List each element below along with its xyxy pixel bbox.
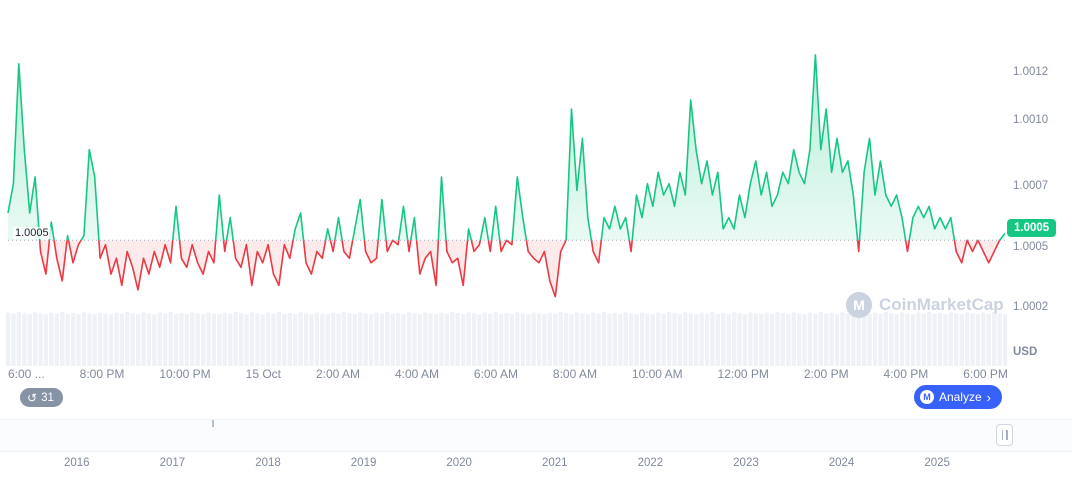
grip-line bbox=[1001, 430, 1003, 440]
y-axis-label: 1.0005 bbox=[1013, 241, 1049, 253]
year-label: 2024 bbox=[828, 457, 855, 469]
baseline-price-label: 1.0005 bbox=[13, 227, 51, 239]
time-label: 15 Oct bbox=[245, 367, 281, 381]
time-label: 6:00 ... bbox=[8, 367, 45, 381]
chevron-right-icon: › bbox=[986, 389, 991, 405]
svg-text:M: M bbox=[853, 297, 865, 313]
y-axis-label: 1.0012 bbox=[1013, 66, 1049, 78]
price-chart[interactable] bbox=[0, 0, 1072, 372]
analyze-label: Analyze bbox=[938, 390, 982, 404]
time-label: 6:00 AM bbox=[473, 367, 518, 381]
year-label: 2021 bbox=[541, 457, 568, 469]
history-count-badge[interactable]: ↺ 31 bbox=[20, 388, 63, 407]
y-axis-unit-label: USD bbox=[1013, 346, 1038, 358]
history-count: 31 bbox=[41, 391, 54, 404]
analyze-button[interactable]: M Analyze › bbox=[913, 385, 1002, 409]
time-label: 6:00 PM bbox=[963, 367, 1008, 381]
year-label: 2019 bbox=[350, 457, 377, 469]
year-axis: 2016 2017 2018 2019 2020 2021 2022 2023 … bbox=[64, 457, 950, 469]
y-axis-label: 1.0002 bbox=[1013, 301, 1049, 313]
y-axis-label: 1.0010 bbox=[1013, 114, 1049, 126]
y-axis-label: 1.0007 bbox=[1013, 180, 1049, 192]
grip-line bbox=[1006, 430, 1008, 440]
year-label: 2017 bbox=[159, 457, 186, 469]
watermark-text: CoinMarketCap bbox=[879, 295, 1004, 314]
time-label: 4:00 AM bbox=[394, 367, 439, 381]
time-label: 8:00 PM bbox=[79, 367, 125, 381]
cmc-logo-icon: M bbox=[919, 390, 934, 404]
year-label: 2023 bbox=[733, 457, 759, 469]
time-label: 2:00 AM bbox=[315, 367, 360, 381]
timeline-navigator[interactable] bbox=[0, 419, 1072, 452]
coinmarketcap-watermark: M CoinMarketCap bbox=[846, 292, 1004, 318]
current-price-badge: 1.0005 bbox=[1007, 219, 1057, 237]
navigator-tick bbox=[212, 420, 214, 427]
time-label: 4:00 PM bbox=[883, 367, 929, 381]
year-label: 2018 bbox=[255, 457, 281, 469]
time-label: 8:00 AM bbox=[552, 367, 597, 381]
coinmarketcap-logo-icon: M bbox=[846, 292, 872, 318]
time-label: 12:00 PM bbox=[717, 367, 769, 381]
year-label: 2016 bbox=[64, 457, 90, 469]
history-icon: ↺ bbox=[27, 390, 38, 405]
time-label: 2:00 PM bbox=[803, 367, 849, 381]
navigator-scroll-handle[interactable] bbox=[996, 424, 1013, 446]
time-label: 10:00 PM bbox=[159, 367, 211, 381]
year-label: 2025 bbox=[924, 457, 950, 469]
year-label: 2022 bbox=[637, 457, 664, 469]
time-axis: 6:00 ... 8:00 PM 10:00 PM 15 Oct 2:00 AM… bbox=[8, 367, 1008, 381]
time-label: 10:00 AM bbox=[631, 367, 683, 381]
year-label: 2020 bbox=[446, 457, 472, 469]
